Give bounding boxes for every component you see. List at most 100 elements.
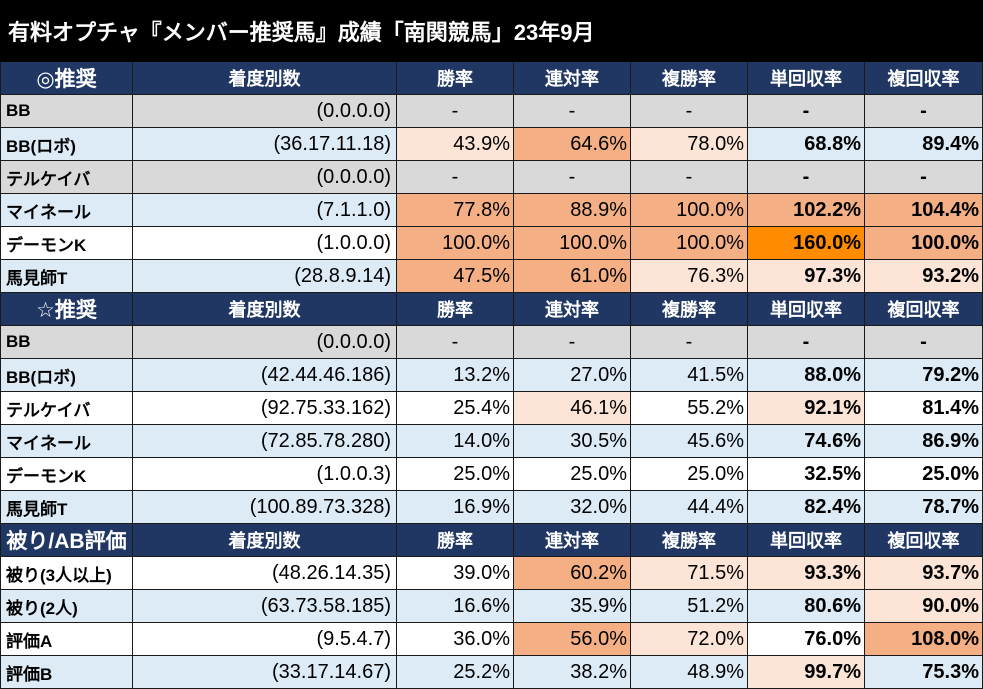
table-row: マイネール (72.85.78.280) 14.0% 30.5% 45.6% 74.6% 8…: [0, 425, 983, 458]
top2-rate-cell: 35.9%: [514, 590, 631, 623]
win-rate-cell: 25.0%: [397, 458, 514, 491]
row-name: 馬見師T: [0, 491, 133, 524]
top3-rate-cell: -: [631, 95, 748, 128]
table-row: 被り(2人) (63.73.58.185) 16.6% 35.9% 51.2% 80.6%…: [0, 590, 983, 623]
top2-rate-cell: 38.2%: [514, 656, 631, 689]
top2-rate-cell: 32.0%: [514, 491, 631, 524]
record-cell: (9.5.4.7): [133, 623, 397, 656]
win-return-header: 単回収率: [748, 524, 865, 557]
win-rate-cell: 13.2%: [397, 359, 514, 392]
record-cell: (48.26.14.35): [133, 557, 397, 590]
top3-rate-cell: 41.5%: [631, 359, 748, 392]
win-return-cell: 82.4%: [748, 491, 865, 524]
place-return-cell: 78.7%: [865, 491, 983, 524]
record-cell: (63.73.58.185): [133, 590, 397, 623]
record-cell: (28.8.9.14): [133, 260, 397, 293]
win-rate-cell: 36.0%: [397, 623, 514, 656]
section-label: ☆推奨: [0, 293, 133, 326]
win-rate-cell: -: [397, 95, 514, 128]
record-cell: (100.89.73.328): [133, 491, 397, 524]
section-label: ◎推奨: [0, 62, 133, 95]
section-header-row: ◎推奨 着度別数 勝率 連対率 複勝率 単回収率 複回収率: [0, 62, 983, 95]
table-row: マイネール (7.1.1.0) 77.8% 88.9% 100.0% 102.2% 104.…: [0, 194, 983, 227]
win-rate-cell: 25.4%: [397, 392, 514, 425]
table-row: テルケイバ (0.0.0.0) - - - - -: [0, 161, 983, 194]
top2-rate-cell: 88.9%: [514, 194, 631, 227]
table-row: BB(ロボ) (36.17.11.18) 43.9% 64.6% 78.0% 68.8% 8…: [0, 128, 983, 161]
win-rate-cell: 16.9%: [397, 491, 514, 524]
table-row: BB (0.0.0.0) - - - - -: [0, 95, 983, 128]
win-return-cell: 68.8%: [748, 128, 865, 161]
place-return-cell: 75.3%: [865, 656, 983, 689]
title-bar: 有料オプチャ『メンバー推奨馬』成績「南関競馬」23年9月: [0, 0, 983, 62]
top2-rate-cell: 27.0%: [514, 359, 631, 392]
row-name: BB: [0, 326, 133, 359]
record-header: 着度別数: [133, 62, 397, 95]
row-name: 被り(2人): [0, 590, 133, 623]
table-row: 評価B (33.17.14.67) 25.2% 38.2% 48.9% 99.7% 75.3…: [0, 656, 983, 689]
row-name: マイネール: [0, 194, 133, 227]
win-return-cell: 102.2%: [748, 194, 865, 227]
top2-rate-cell: 25.0%: [514, 458, 631, 491]
table-row: 被り(3人以上) (48.26.14.35) 39.0% 60.2% 71.5% 93.3…: [0, 557, 983, 590]
top3-rate-cell: 55.2%: [631, 392, 748, 425]
win-rate-cell: 25.2%: [397, 656, 514, 689]
place-return-header: 複回収率: [865, 524, 983, 557]
win-return-cell: 160.0%: [748, 227, 865, 260]
place-return-cell: -: [865, 326, 983, 359]
page-title: 有料オプチャ『メンバー推奨馬』成績「南関競馬」23年9月: [8, 20, 595, 45]
top2-rate-cell: -: [514, 161, 631, 194]
top3-rate-cell: -: [631, 326, 748, 359]
table-row: BB (0.0.0.0) - - - - -: [0, 326, 983, 359]
top2-rate-header: 連対率: [514, 524, 631, 557]
section-header-row: 被り/AB評価 着度別数 勝率 連対率 複勝率 単回収率 複回収率: [0, 524, 983, 557]
row-name: テルケイバ: [0, 392, 133, 425]
win-rate-cell: 14.0%: [397, 425, 514, 458]
record-cell: (0.0.0.0): [133, 95, 397, 128]
win-rate-header: 勝率: [397, 524, 514, 557]
place-return-cell: 108.0%: [865, 623, 983, 656]
top3-rate-cell: 76.3%: [631, 260, 748, 293]
top3-rate-cell: 25.0%: [631, 458, 748, 491]
table-row: デーモンK (1.0.0.3) 25.0% 25.0% 25.0% 32.5% 25.0%: [0, 458, 983, 491]
top3-rate-header: 複勝率: [631, 62, 748, 95]
win-rate-cell: -: [397, 326, 514, 359]
top3-rate-cell: 71.5%: [631, 557, 748, 590]
record-cell: (1.0.0.0): [133, 227, 397, 260]
top3-rate-cell: 100.0%: [631, 227, 748, 260]
place-return-cell: 100.0%: [865, 227, 983, 260]
section-label: 被り/AB評価: [0, 524, 133, 557]
win-return-cell: 97.3%: [748, 260, 865, 293]
win-rate-cell: -: [397, 161, 514, 194]
top2-rate-cell: 46.1%: [514, 392, 631, 425]
record-cell: (92.75.33.162): [133, 392, 397, 425]
top3-rate-cell: 44.4%: [631, 491, 748, 524]
place-return-cell: 81.4%: [865, 392, 983, 425]
top3-rate-header: 複勝率: [631, 293, 748, 326]
win-return-cell: -: [748, 161, 865, 194]
place-return-cell: 93.7%: [865, 557, 983, 590]
table-row: 馬見師T (100.89.73.328) 16.9% 32.0% 44.4% 82.4% 7…: [0, 491, 983, 524]
win-rate-cell: 100.0%: [397, 227, 514, 260]
row-name: 馬見師T: [0, 260, 133, 293]
table-row: BB(ロボ) (42.44.46.186) 13.2% 27.0% 41.5% 88.0%…: [0, 359, 983, 392]
top2-rate-header: 連対率: [514, 62, 631, 95]
top3-rate-cell: 51.2%: [631, 590, 748, 623]
top2-rate-cell: 64.6%: [514, 128, 631, 161]
place-return-header: 複回収率: [865, 293, 983, 326]
win-rate-header: 勝率: [397, 62, 514, 95]
row-name: BB(ロボ): [0, 359, 133, 392]
record-cell: (0.0.0.0): [133, 161, 397, 194]
win-rate-cell: 77.8%: [397, 194, 514, 227]
top2-rate-cell: 61.0%: [514, 260, 631, 293]
win-return-cell: 99.7%: [748, 656, 865, 689]
place-return-cell: 89.4%: [865, 128, 983, 161]
place-return-cell: 104.4%: [865, 194, 983, 227]
top3-rate-cell: -: [631, 161, 748, 194]
table-row: デーモンK (1.0.0.0) 100.0% 100.0% 100.0% 160.0% 10…: [0, 227, 983, 260]
top3-rate-header: 複勝率: [631, 524, 748, 557]
place-return-cell: 86.9%: [865, 425, 983, 458]
win-rate-cell: 43.9%: [397, 128, 514, 161]
table-row: 評価A (9.5.4.7) 36.0% 56.0% 72.0% 76.0% 108.0%: [0, 623, 983, 656]
win-return-cell: 76.0%: [748, 623, 865, 656]
